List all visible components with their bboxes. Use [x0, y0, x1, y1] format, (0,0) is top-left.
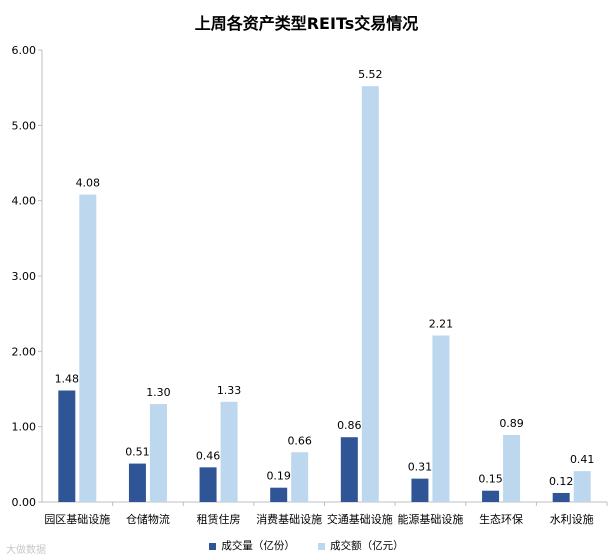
bar-volume [58, 390, 76, 502]
bar-volume [552, 492, 570, 502]
bar-amount [79, 194, 97, 502]
legend-item-amount: 成交额（亿元） [318, 538, 404, 553]
legend-label-amount: 成交额（亿元） [330, 540, 404, 552]
y-tick-label: 4.00 [12, 195, 37, 208]
watermark: 大做数据 [6, 545, 46, 556]
x-tick-label: 租赁住房 [197, 512, 241, 526]
data-label-volume: 0.46 [196, 449, 221, 462]
x-tick-label: 生态环保 [479, 512, 523, 526]
bar-volume [128, 463, 146, 502]
data-label-amount: 0.89 [499, 417, 524, 430]
x-tick-label: 消费基础设施 [256, 512, 322, 526]
data-label-volume: 0.19 [266, 470, 291, 483]
data-label-volume: 1.48 [55, 373, 80, 386]
bar-amount [149, 404, 167, 502]
data-label-volume: 0.15 [478, 473, 503, 486]
bar-amount [503, 434, 521, 502]
data-label-volume: 0.51 [125, 446, 150, 459]
legend: 成交量（亿份） 成交额（亿元） [0, 538, 613, 553]
y-tick-label: 2.00 [12, 345, 37, 358]
legend-item-volume: 成交量（亿份） [209, 538, 295, 553]
x-tick-label: 仓储物流 [126, 512, 170, 526]
legend-swatch-amount [318, 542, 326, 550]
x-tick-label: 水利设施 [550, 513, 594, 526]
bar-amount [220, 401, 238, 502]
data-label-amount: 5.52 [358, 68, 383, 81]
bar-amount [573, 471, 591, 502]
bar-volume [270, 487, 288, 502]
data-label-volume: 0.12 [549, 475, 574, 488]
y-tick-label: 6.00 [12, 44, 37, 57]
bar-amount [432, 335, 450, 502]
data-label-amount: 0.66 [287, 434, 312, 447]
chart-title: 上周各资产类型REITs交易情况 [194, 14, 419, 33]
bar-volume [411, 478, 429, 502]
data-label-amount: 4.08 [76, 177, 101, 190]
x-tick-label: 交通基础设施 [327, 512, 393, 526]
legend-swatch-volume [209, 542, 217, 550]
y-tick-label: 0.00 [12, 496, 37, 509]
bar-volume [482, 490, 500, 502]
bar-volume [199, 467, 217, 502]
x-tick-label: 能源基础设施 [397, 512, 463, 526]
bar-amount [361, 86, 379, 502]
y-tick-label: 5.00 [12, 119, 37, 132]
data-label-amount: 2.21 [429, 318, 454, 331]
data-label-volume: 0.31 [408, 461, 433, 474]
bar-volume [340, 437, 358, 502]
data-label-amount: 1.33 [217, 384, 242, 397]
bar-amount [291, 452, 309, 502]
x-tick-label: 园区基础设施 [44, 513, 110, 526]
data-label-volume: 0.86 [337, 419, 362, 432]
data-label-amount: 0.41 [570, 453, 595, 466]
data-label-amount: 1.30 [146, 386, 171, 399]
legend-label-volume: 成交量（亿份） [221, 540, 295, 552]
y-tick-label: 1.00 [12, 421, 37, 434]
y-tick-label: 3.00 [12, 270, 37, 283]
